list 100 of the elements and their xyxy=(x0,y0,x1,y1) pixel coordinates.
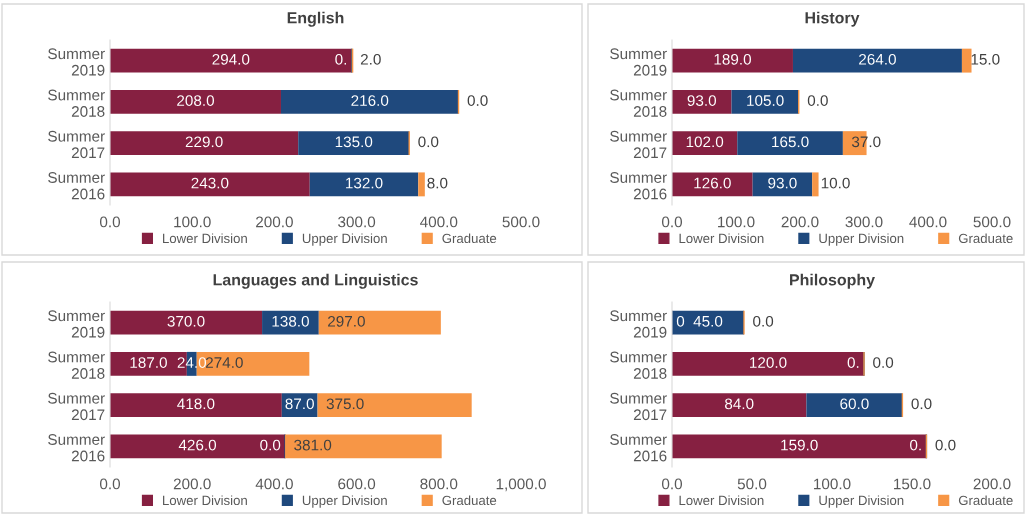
legend-label: Graduate xyxy=(958,233,1013,244)
x-tick-label: 200.0 xyxy=(256,216,293,228)
bar xyxy=(309,172,419,197)
bar xyxy=(110,434,286,459)
x-tick-label: 100.0 xyxy=(174,216,211,228)
data-label: 0.0 xyxy=(260,439,281,451)
bar xyxy=(672,434,927,459)
data-label: 274.0 xyxy=(205,357,243,368)
data-label: 0. xyxy=(847,357,859,368)
x-tick-label: 1,000.0 xyxy=(496,478,546,492)
data-label: 0. xyxy=(335,53,347,65)
bar xyxy=(672,89,732,114)
bar xyxy=(262,310,319,335)
data-label: 0.0 xyxy=(418,136,439,148)
x-tick-label: 600.0 xyxy=(338,478,376,490)
data-label: 159.0 xyxy=(781,439,818,451)
bar xyxy=(672,393,807,418)
data-label: 0.0 xyxy=(467,95,488,106)
bar xyxy=(281,393,318,418)
y-tick-label: Summer 2018 xyxy=(610,351,667,379)
data-label: 297.0 xyxy=(328,315,365,327)
bar xyxy=(110,172,310,197)
data-label: 10.0 xyxy=(821,177,850,189)
x-tick-label: 100.0 xyxy=(718,216,755,228)
bar xyxy=(961,48,972,73)
x-tick-label: 400.0 xyxy=(420,216,458,228)
chart-title: Philosophy xyxy=(790,273,875,289)
data-label: 381.0 xyxy=(294,439,332,451)
bar xyxy=(731,89,799,114)
y-tick-label: Summer 2017 xyxy=(610,130,667,159)
bar xyxy=(280,89,459,114)
data-label: 243.0 xyxy=(191,177,229,189)
legend-label: Upper Division xyxy=(819,233,904,246)
y-tick-label: Summer 2017 xyxy=(48,130,105,159)
legend-label: Upper Division xyxy=(819,495,904,508)
data-label: 105.0 xyxy=(747,95,784,106)
chart-title: History xyxy=(805,11,860,27)
y-tick-label: Summer 2018 xyxy=(48,89,105,117)
y-tick-label: Summer 2016 xyxy=(48,434,105,462)
bar xyxy=(317,393,472,418)
data-label: 0 xyxy=(676,315,685,327)
data-label: 426.0 xyxy=(178,439,217,451)
x-tick-label: 500.0 xyxy=(973,216,1011,228)
legend-label: Graduate xyxy=(442,233,497,244)
data-label: 208.0 xyxy=(177,95,215,106)
legend-label: Lower Division xyxy=(163,233,247,244)
x-tick-label: 800.0 xyxy=(420,478,458,490)
data-label: 93.0 xyxy=(687,95,717,106)
bar xyxy=(110,393,282,418)
data-label: 15.0 xyxy=(971,53,1000,65)
data-label: 165.0 xyxy=(772,136,809,148)
y-tick-label: Summer 2017 xyxy=(48,392,105,421)
data-label: 132.0 xyxy=(346,177,383,189)
x-tick-label: 400.0 xyxy=(255,478,293,490)
data-label: 187.0 xyxy=(130,357,167,368)
data-label: 87.0 xyxy=(285,398,314,410)
bar xyxy=(672,131,738,156)
y-tick-label: Summer 2019 xyxy=(48,310,105,338)
data-label: 84.0 xyxy=(725,398,754,410)
legend-label: Graduate xyxy=(442,495,497,506)
y-tick-label: Summer 2017 xyxy=(610,392,667,421)
x-tick-label: 0.0 xyxy=(661,478,683,490)
x-tick-label: 500.0 xyxy=(502,216,540,228)
data-label: 2.0 xyxy=(360,53,381,65)
y-tick-label: Summer 2018 xyxy=(48,351,105,379)
data-label: 229.0 xyxy=(185,136,223,148)
y-tick-label: Summer 2019 xyxy=(48,48,105,76)
bar xyxy=(298,131,410,156)
data-label: 418.0 xyxy=(177,398,215,410)
bar xyxy=(806,393,903,418)
x-tick-label: 200.0 xyxy=(973,478,1011,490)
data-label: 216.0 xyxy=(351,95,389,106)
data-label: 24.0 xyxy=(177,357,207,368)
x-tick-label: 300.0 xyxy=(338,216,376,228)
bar xyxy=(318,310,441,335)
data-label: 264.0 xyxy=(859,53,896,65)
bar xyxy=(110,48,352,73)
y-tick-label: Summer 2018 xyxy=(610,89,667,117)
data-label: 0.0 xyxy=(911,398,932,410)
bar xyxy=(110,89,281,114)
data-label: 375.0 xyxy=(326,398,364,410)
chart-title: Languages and Linguistics xyxy=(213,273,418,289)
bar xyxy=(672,351,864,376)
x-tick-label: 400.0 xyxy=(909,216,947,228)
legend-label: Lower Division xyxy=(679,495,764,506)
bar xyxy=(418,172,425,197)
legend-label: Graduate xyxy=(958,495,1013,506)
data-label: 370.0 xyxy=(167,315,205,327)
bar xyxy=(110,131,299,156)
legend-label: Upper Division xyxy=(302,233,387,246)
x-tick-label: 200.0 xyxy=(781,216,819,228)
legend-label: Lower Division xyxy=(163,495,247,506)
bar xyxy=(752,172,813,197)
x-tick-label: 150.0 xyxy=(894,478,931,490)
legend-label: Upper Division xyxy=(302,495,387,508)
data-label: 93.0 xyxy=(768,177,797,189)
data-label: 8.0 xyxy=(427,177,448,189)
x-tick-label: 300.0 xyxy=(845,216,883,228)
y-tick-label: Summer 2019 xyxy=(610,310,667,338)
data-label: 189.0 xyxy=(714,53,751,65)
